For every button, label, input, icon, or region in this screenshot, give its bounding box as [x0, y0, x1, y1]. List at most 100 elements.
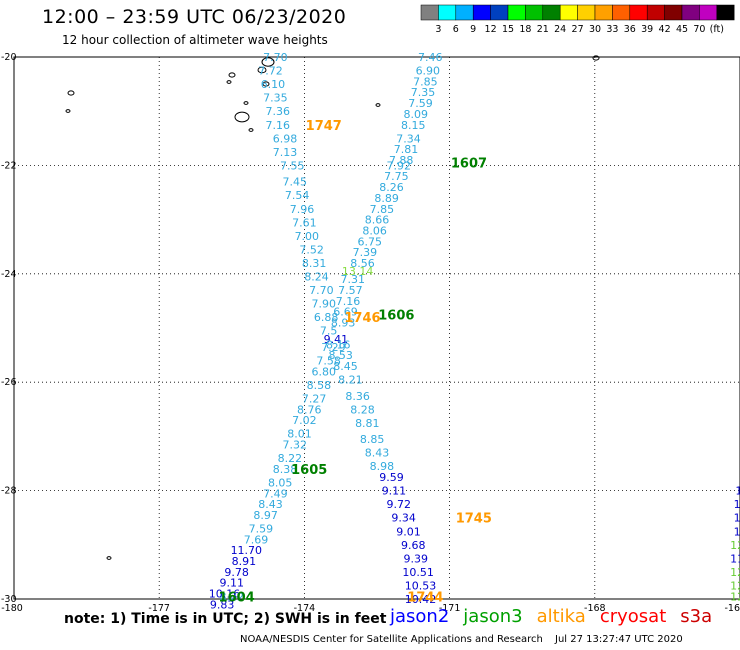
wave-height-value: 8.15: [401, 119, 426, 132]
wave-height-value: 10.16: [209, 588, 241, 601]
colorbar-swatch: [716, 4, 735, 21]
wave-height-value: 7.96: [290, 203, 315, 216]
wave-height-value: 7.31: [341, 273, 366, 286]
colorbar-swatch: [542, 4, 561, 21]
colorbar-label: 6: [453, 24, 459, 35]
wave-height-value: 7.46: [418, 51, 443, 64]
page-subtitle: 12 hour collection of altimeter wave hei…: [62, 33, 328, 47]
y-tick-label: -30: [1, 594, 17, 605]
x-tick-label: -174: [294, 603, 316, 614]
wave-height-value: 9.68: [401, 539, 426, 552]
wave-height-value: 8.91: [232, 555, 257, 568]
wave-height-value: 7.81: [394, 143, 419, 156]
wave-height-value: 8.43: [258, 498, 283, 511]
colorbar-swatch: [681, 4, 700, 21]
wave-height-value: 8.93: [331, 317, 356, 330]
wave-height-value: 9.11: [220, 577, 245, 590]
wave-height-value: 7.54: [285, 189, 310, 202]
wave-height-value: 11.5: [730, 552, 740, 565]
island-outline: [375, 103, 381, 107]
wave-height-value: 7.85: [370, 203, 395, 216]
island-outline: [257, 66, 267, 74]
colorbar-swatch: [699, 4, 718, 21]
wave-height-value: 9.83: [210, 598, 235, 611]
track-time-label: 1606: [378, 308, 414, 323]
wave-height-value: 9.78: [224, 566, 249, 579]
colorbar-label: 18: [519, 24, 531, 35]
satellite-legend: jason2 jason3 altika cryosat s3a: [390, 606, 726, 627]
x-tick-label: -180: [1, 603, 23, 614]
wave-height-value: 6.80: [312, 365, 337, 378]
wave-height-value: 8.38: [273, 463, 298, 476]
wave-height-value: 8.01: [287, 428, 312, 441]
colorbar-label: 21: [537, 24, 549, 35]
colorbar-label: 45: [676, 24, 688, 35]
colorbar-label: 12: [485, 24, 497, 35]
wave-height-value: 10.53: [405, 579, 437, 592]
map-frame: [13, 56, 740, 600]
credit-line: NOAA/NESDIS Center for Satellite Applica…: [240, 634, 543, 645]
island-outline: [592, 55, 600, 61]
wave-height-value: 7.00: [295, 230, 320, 243]
colorbar-swatch: [612, 4, 631, 21]
wave-height-value: 6.10: [261, 78, 286, 91]
wave-height-value: 7.88: [389, 154, 414, 167]
wave-height-value: 8.05: [268, 476, 293, 489]
wave-height-value: 7.55: [280, 159, 305, 172]
wave-height-value: 8.09: [403, 108, 428, 121]
wave-height-value: 7.69: [244, 533, 269, 546]
wave-height-value: 9.39: [403, 552, 428, 565]
satellite-legend-item: jason2: [390, 606, 450, 627]
y-tick-label: -26: [1, 377, 17, 388]
colorbar-label: 30: [589, 24, 601, 35]
wave-height-value: 8.31: [302, 257, 327, 270]
colorbar-label: 3: [435, 24, 441, 35]
satellite-legend-item: jason3: [463, 606, 523, 627]
wave-height-value: 8.24: [304, 271, 329, 284]
y-tick-label: -20: [1, 52, 17, 63]
island-outline: [67, 90, 75, 96]
footer-note: note: 1) Time is in UTC; 2) SWH is in fe…: [64, 611, 387, 627]
wave-height-value: 8.97: [253, 509, 278, 522]
generated-timestamp: Jul 27 13:27:47 UTC 2020: [555, 634, 683, 645]
page-title: 12:00 – 23:59 UTC 06/23/2020: [42, 6, 347, 28]
axis-tick-labels: -180 -177 -174 -171 -168 -16 -20 -22 -24 -26 -28 -3…: [1, 52, 740, 614]
y-tick-label: -28: [1, 486, 17, 497]
colorbar-swatch: [629, 4, 648, 21]
wave-height-value: 12.3: [730, 590, 740, 603]
colorbar-label: 39: [641, 24, 653, 35]
track-time-label: 1745: [456, 512, 492, 527]
wave-height-value: 7.45: [282, 176, 307, 189]
satellite-legend-item: altika: [536, 606, 586, 627]
wave-height-value: 7.16: [336, 295, 361, 308]
y-tick-label: -24: [1, 269, 17, 280]
wave-height-value: 8.16: [326, 338, 351, 351]
wave-height-value: 8.66: [365, 214, 390, 227]
wave-height-value: 7.70: [263, 51, 288, 64]
y-tick-label: -22: [1, 160, 17, 171]
wave-height-value: 11.: [734, 525, 740, 538]
island-outline: [228, 72, 236, 78]
wave-height-value: 7.02: [292, 414, 317, 427]
wave-height-value: 8.58: [307, 379, 332, 392]
wave-height-value: 8.56: [350, 257, 375, 270]
wave-height-value: 13.14: [342, 265, 374, 278]
colorbar-label: 42: [659, 24, 671, 35]
wave-height-value: 9.01: [396, 525, 421, 538]
wave-height-value: 7.29: [321, 341, 346, 354]
x-tick-label: -177: [148, 603, 170, 614]
wave-height-value: 6.69: [333, 306, 358, 319]
colorbar-label: 9: [470, 24, 476, 35]
island-outlines: [65, 55, 600, 560]
wave-height-value: 10: [735, 485, 740, 498]
wave-height-value: 8.21: [338, 373, 363, 386]
colorbar-swatch: [525, 4, 544, 21]
colorbar-swatch: [420, 4, 439, 21]
wave-height-value: 10.42: [405, 593, 437, 606]
wave-height-value: 10.51: [402, 566, 434, 579]
colorbar-swatch: [490, 4, 509, 21]
wave-height-value: 7.34: [396, 132, 421, 145]
wave-height-value: 8.45: [333, 360, 358, 373]
wave-height-value: 6.98: [273, 132, 298, 145]
